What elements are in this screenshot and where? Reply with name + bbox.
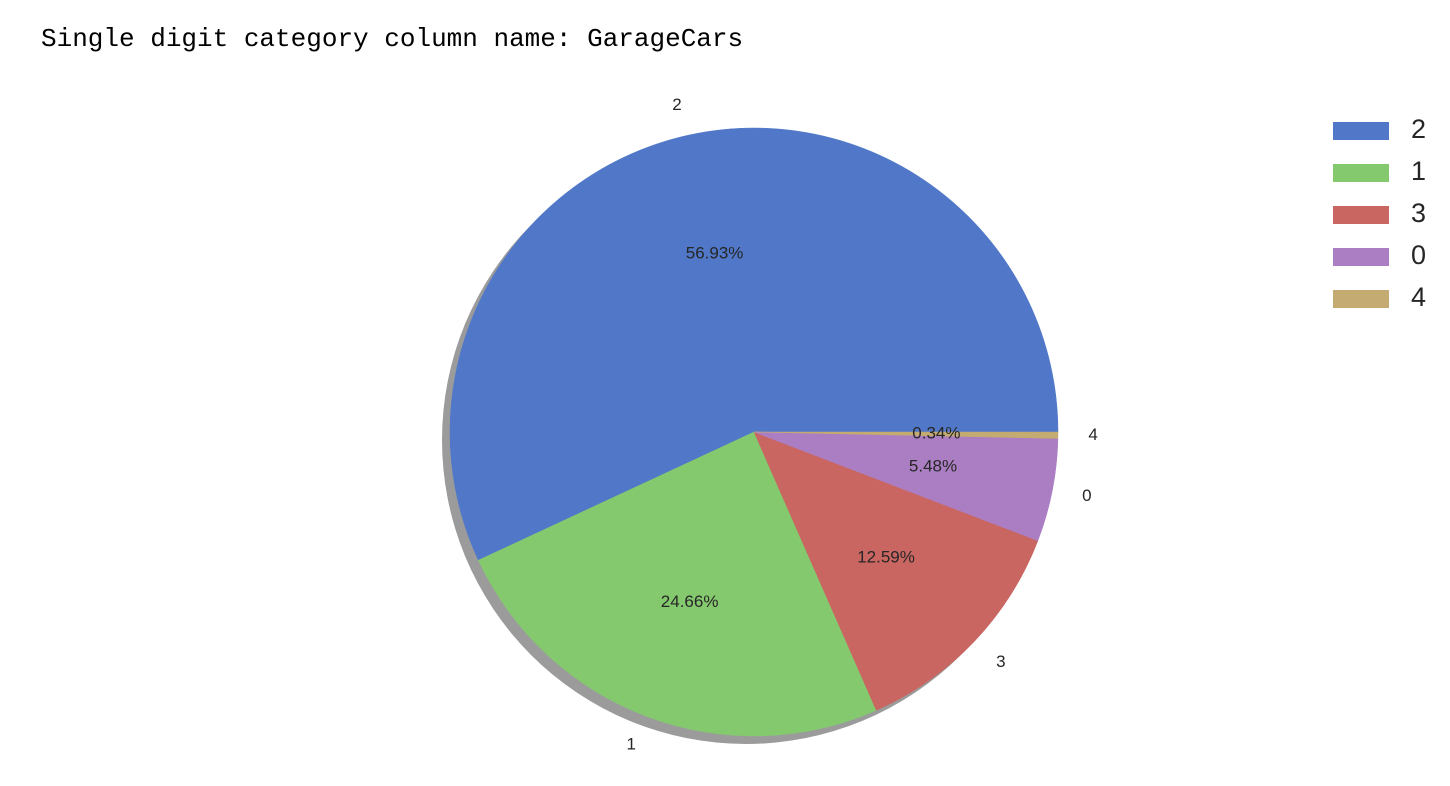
category-label-garagecars-3: 3	[996, 652, 1005, 671]
percent-label-garagecars-0: 5.48%	[909, 457, 957, 476]
percent-label-garagecars-3: 12.59%	[857, 547, 915, 566]
pie-slice-garagecars-2	[449, 127, 1059, 561]
legend-label-2: 2	[1411, 114, 1426, 144]
pie-slices	[449, 127, 1059, 737]
chart-caption: Single digit category column name: Garag…	[41, 24, 744, 54]
category-label-garagecars-1: 1	[627, 734, 636, 753]
legend-swatch-3	[1333, 206, 1389, 224]
percent-label-garagecars-4: 0.34%	[912, 423, 960, 442]
legend-swatch-1	[1333, 164, 1389, 182]
legend-label-3: 3	[1411, 198, 1426, 228]
pie-slice-garagecars-1	[478, 431, 877, 737]
chart-legend: 2 1 3 0 4	[1333, 114, 1426, 312]
category-label-garagecars-2: 2	[672, 95, 681, 114]
percent-label-garagecars-2: 56.93%	[686, 243, 744, 262]
slice-percent-labels: 56.93% 24.66% 12.59% 5.48% 0.34%	[661, 243, 961, 611]
legend-swatch-2	[1333, 122, 1389, 140]
legend-label-0: 0	[1411, 240, 1426, 270]
legend-swatch-4	[1333, 290, 1389, 308]
category-label-garagecars-0: 0	[1082, 486, 1091, 505]
legend-swatch-0	[1333, 248, 1389, 266]
slice-category-labels: 2 1 3 0 4	[627, 95, 1098, 753]
legend-label-4: 4	[1411, 282, 1426, 312]
category-label-garagecars-4: 4	[1088, 425, 1097, 444]
pie-slice-garagecars-3	[753, 431, 1039, 711]
percent-label-garagecars-1: 24.66%	[661, 592, 719, 611]
legend-label-1: 1	[1411, 156, 1426, 186]
pie-slice-garagecars-4	[753, 431, 1059, 439]
